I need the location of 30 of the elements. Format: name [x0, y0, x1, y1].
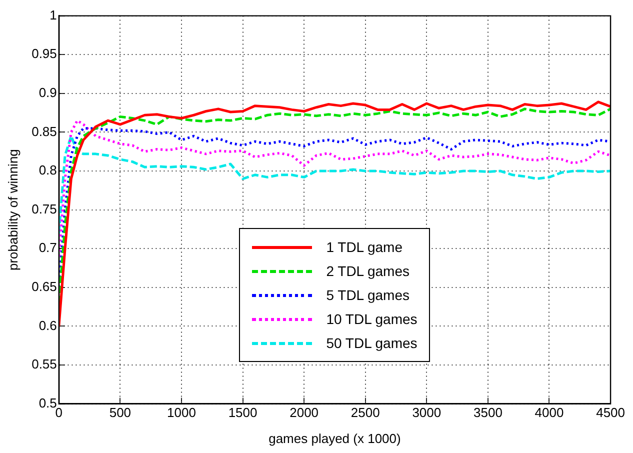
y-tick-label: 0.5	[38, 395, 57, 410]
x-axis-title: games played (x 1000)	[268, 430, 401, 446]
legend-label: 50 TDL games	[326, 335, 418, 352]
y-axis-title: probability of winning	[5, 149, 20, 271]
x-tick-label: 4000	[534, 405, 564, 420]
x-tick-label: 1500	[228, 405, 258, 420]
y-tick-label: 0.8	[38, 162, 57, 178]
legend-label: 2 TDL games	[326, 263, 410, 280]
legend-label: 10 TDL games	[326, 311, 418, 328]
x-tick-label: 2000	[290, 405, 319, 420]
y-tick-label: 0.95	[32, 46, 57, 62]
y-tick-label: 0.65	[32, 278, 57, 294]
y-tick-label: 0.85	[32, 124, 57, 139]
line-series	[58, 119, 611, 258]
y-tick-label: 0.75	[32, 201, 57, 216]
legend-label: 5 TDL games	[326, 287, 410, 304]
y-tick-label: 0.9	[38, 84, 57, 100]
x-tick-label: 3500	[473, 405, 502, 420]
y-tick-label: 1	[50, 7, 57, 22]
x-tick-label: 500	[109, 405, 132, 420]
y-tick-label: 0.7	[38, 240, 57, 256]
x-tick-label: 2500	[350, 405, 380, 420]
y-tick-label: 0.55	[32, 356, 57, 372]
x-tick-label: 1000	[167, 405, 196, 420]
line-series	[58, 134, 611, 234]
legend-label: 1 TDL game	[326, 239, 402, 256]
x-tick-label: 4500	[596, 405, 625, 420]
y-tick-label: 0.6	[38, 318, 57, 333]
x-tick-label: 0	[55, 405, 63, 420]
x-tick-label: 3000	[412, 405, 442, 420]
